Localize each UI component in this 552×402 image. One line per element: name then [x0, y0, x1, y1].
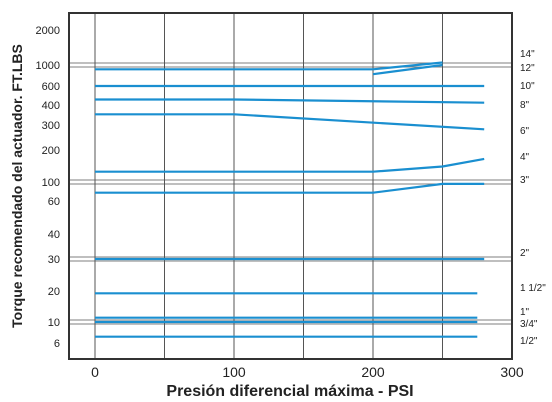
- series-line: [95, 182, 485, 194]
- series-size-label: 4": [520, 152, 530, 163]
- y-tick-label: 6: [54, 338, 60, 350]
- series-size-label: 10": [520, 81, 535, 92]
- series-size-label: 2": [520, 248, 530, 259]
- series-line: [95, 157, 485, 173]
- series-size-label: 8": [520, 100, 530, 111]
- series-line: [372, 63, 443, 76]
- y-tick-label: 10: [48, 317, 60, 329]
- x-tick-label: 0: [91, 364, 99, 380]
- series-size-label: 6": [520, 126, 530, 137]
- y-tick-label: 20: [48, 286, 60, 298]
- y-tick-label: 300: [42, 120, 60, 132]
- y-tick-label: 30: [48, 254, 60, 266]
- x-tick-label: 200: [361, 364, 385, 380]
- y-tick-label: 60: [48, 196, 60, 208]
- x-tick-labels: 0 100 200 300: [91, 364, 524, 380]
- series-size-label: 14": [520, 49, 535, 60]
- grid-layer: [69, 13, 512, 359]
- series-line: [95, 98, 485, 104]
- y-tick-label: 1000: [36, 60, 60, 72]
- series-layer: [95, 61, 485, 338]
- x-tick-label: 300: [500, 364, 524, 380]
- y-tick-label: 100: [42, 177, 60, 189]
- series-size-label: 3/4": [520, 319, 538, 330]
- plot-frame: [68, 12, 513, 360]
- series-line: [95, 113, 485, 131]
- y-tick-label: 600: [42, 81, 60, 93]
- series-line: [95, 61, 443, 71]
- series-size-label: 3": [520, 175, 530, 186]
- y-tick-label: 40: [48, 229, 60, 241]
- series-size-label: 12": [520, 63, 535, 74]
- series-size-label: 1 1/2": [520, 283, 546, 294]
- y-tick-label: 400: [42, 100, 60, 112]
- x-axis-title: Presión diferencial máxima - PSI: [166, 383, 413, 400]
- y-tick-label: 2000: [36, 25, 60, 37]
- y-axis-title: Torque recomendado del actuador. FT.LBS: [9, 44, 25, 328]
- x-tick-label: 100: [222, 364, 246, 380]
- series-size-labels: 14" 12" 10" 8" 6" 4" 3" 2" 1 1/2" 1"3/4" 1/2": [520, 49, 546, 347]
- y-tick-labels: 2000 1000 600 400 300 200 100 60 40 30 20 10 6: [36, 25, 60, 350]
- y-tick-label: 200: [42, 145, 60, 157]
- series-size-label: 1": [520, 307, 530, 318]
- series-size-label: 1/2": [520, 336, 538, 347]
